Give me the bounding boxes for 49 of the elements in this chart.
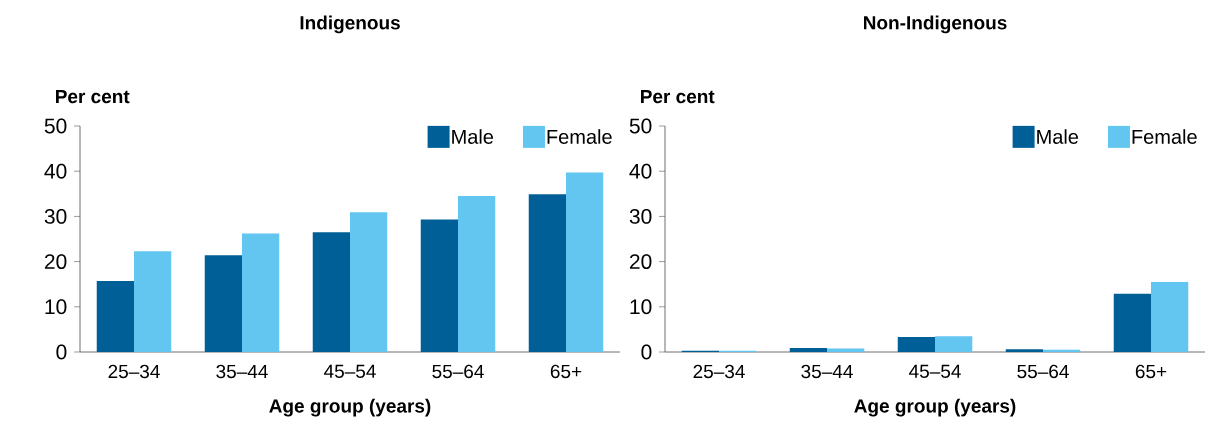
y-tick-label: 50 <box>44 118 67 134</box>
y-tick-label: 30 <box>629 208 652 224</box>
y-tick-label: 20 <box>44 254 67 270</box>
bar <box>1151 281 1189 352</box>
y-tick-label: 40 <box>44 163 67 179</box>
bar <box>935 336 973 352</box>
chart-title: Non-Indigenous <box>864 15 1007 34</box>
chart-title: Indigenous <box>300 15 400 34</box>
x-tick-label: 35–44 <box>216 364 268 379</box>
bar <box>1005 349 1044 352</box>
bar <box>789 347 828 352</box>
bar <box>420 219 458 352</box>
x-tick-label: 55–64 <box>432 364 484 379</box>
y-tick-label: 20 <box>629 254 652 270</box>
legend-label: Female <box>547 129 612 144</box>
x-tick-label: 45–54 <box>909 364 961 378</box>
bar <box>528 194 567 352</box>
legend-label: Male <box>452 129 494 144</box>
x-tick-label: 35–44 <box>801 364 853 379</box>
x-tick-label: 45–54 <box>324 364 376 378</box>
bar <box>242 233 280 352</box>
bar <box>134 251 172 352</box>
x-axis-title: Age group (years) <box>854 398 1016 417</box>
bar <box>1113 293 1152 352</box>
legend-label: Female <box>1132 129 1197 144</box>
y-tick-label: 0 <box>56 344 67 360</box>
y-axis-title: Per cent <box>56 90 130 104</box>
bar <box>827 348 865 352</box>
y-tick-label: 10 <box>630 299 652 315</box>
y-axis-title: Per cent <box>641 90 715 104</box>
x-tick-label: 55–64 <box>1017 364 1069 379</box>
y-tick-label: 50 <box>629 118 652 134</box>
y-tick-label: 40 <box>629 163 652 179</box>
x-tick-label: 65+ <box>1135 364 1167 379</box>
y-tick-label: 10 <box>45 299 67 315</box>
bar <box>312 232 350 352</box>
bar <box>458 196 496 352</box>
bar <box>350 212 388 352</box>
bar <box>566 172 604 352</box>
bar <box>204 255 242 352</box>
y-tick-label: 0 <box>641 344 652 360</box>
x-tick-label: 25–34 <box>693 364 745 379</box>
x-tick-label: 25–34 <box>108 364 160 379</box>
y-tick-label: 30 <box>44 208 67 224</box>
legend-label: Male <box>1037 129 1079 144</box>
x-tick-label: 65+ <box>550 364 582 379</box>
bar <box>897 337 936 352</box>
x-axis-title: Age group (years) <box>269 398 431 417</box>
bar <box>96 281 134 352</box>
